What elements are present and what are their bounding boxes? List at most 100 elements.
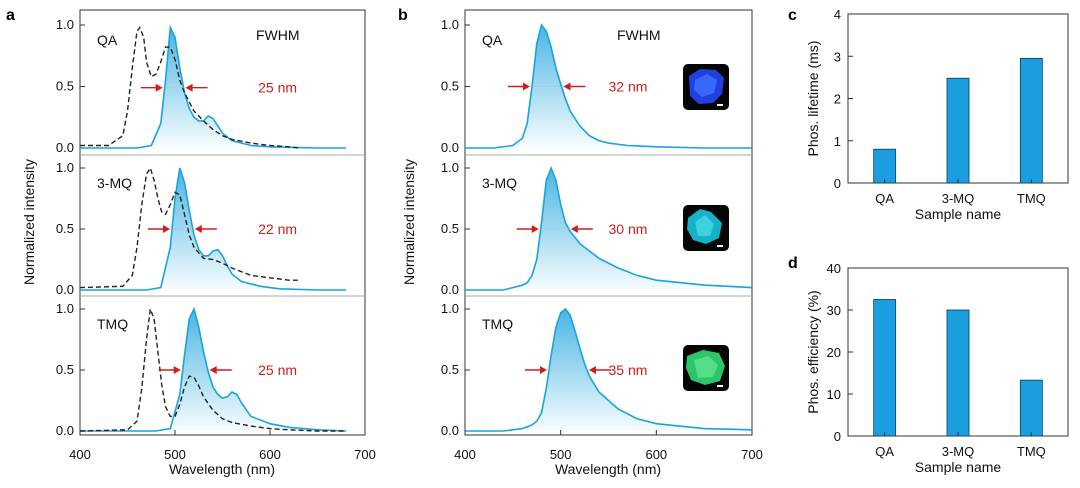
fwhm-right-arrowhead — [209, 366, 217, 374]
bar-qa — [873, 148, 897, 184]
pl-line — [465, 165, 753, 291]
y-tick-label: 1.0 — [441, 301, 459, 316]
qa-crystal-photo — [683, 64, 729, 110]
x-tick-label: 500 — [550, 447, 572, 462]
x-tick-label-3-mq: 3-MQ — [942, 444, 975, 459]
excitation-line — [79, 166, 299, 289]
y-tick-label: 1.0 — [56, 160, 74, 175]
panel-label-c: c — [788, 7, 797, 24]
y-tick-label: 1.0 — [441, 160, 459, 175]
panel-d-bar-chart: 0 10 20 30 40 QA 3-MQ TMQ Sample name Phos. effic… — [805, 261, 1069, 475]
y-tick-label: 0.0 — [56, 282, 74, 297]
y-tick-label: 3 — [834, 49, 841, 64]
bar-tmq — [1019, 379, 1043, 437]
excitation-line — [80, 26, 299, 149]
x-tick-label-tmq: TMQ — [1017, 191, 1046, 206]
3mq-crystal-photo — [683, 205, 729, 251]
y-tick-label: 30 — [827, 303, 841, 318]
x-tick-label: 700 — [741, 447, 763, 462]
y-tick-label: 1.0 — [441, 17, 459, 32]
x-tick-label: 400 — [69, 447, 91, 462]
y-tick-label: 1 — [834, 134, 841, 149]
pl-fill — [80, 309, 346, 431]
fwhm-value-3-mq: 30 nm — [609, 221, 648, 237]
panel-b-xlabel: Wavelength (nm) — [555, 461, 661, 477]
panel-a-fwhm-header: FWHM — [256, 27, 300, 43]
bar-xlabel: Sample name — [915, 459, 1002, 475]
y-tick-label: 4 — [834, 7, 841, 22]
fwhm-right-arrowhead — [194, 225, 202, 233]
y-tick-label: 0.5 — [56, 79, 74, 94]
panel-label-a: a — [6, 7, 15, 24]
sample-label-3-mq: 3-MQ — [482, 175, 517, 191]
y-tick-label: 0.5 — [56, 221, 74, 236]
fwhm-value-tmq: 25 nm — [258, 362, 297, 378]
y-tick-label: 20 — [827, 345, 841, 360]
y-tick-label: 0.0 — [441, 423, 459, 438]
bar-qa — [873, 299, 897, 437]
y-tick-label: 0.5 — [441, 79, 459, 94]
x-tick-label-tmq: TMQ — [1017, 444, 1046, 459]
x-tick-label: 700 — [354, 447, 376, 462]
sample-label-tmq: TMQ — [482, 316, 513, 332]
sample-label-qa: QA — [97, 32, 118, 48]
x-tick-label-3-mq: 3-MQ — [942, 191, 975, 206]
pl-line — [80, 167, 346, 291]
panel-b-fwhm-header: FWHM — [617, 27, 661, 43]
y-tick-label: 0.0 — [441, 140, 459, 155]
panel-a-frame — [79, 9, 366, 436]
excitation-line — [79, 308, 346, 432]
fwhm-left-arrowhead — [173, 366, 181, 374]
fwhm-left-arrowhead — [163, 225, 171, 233]
y-tick-label: 2 — [834, 92, 841, 107]
y-tick-label: 0.0 — [56, 423, 74, 438]
panel-label-b: b — [398, 7, 408, 24]
panel-b-frame — [464, 9, 753, 436]
x-tick-label: 600 — [645, 447, 667, 462]
x-tick-label: 600 — [259, 447, 281, 462]
fwhm-right-arrowhead — [185, 83, 193, 92]
pl-fill — [465, 25, 752, 148]
fwhm-value-qa: 25 nm — [258, 80, 297, 96]
bar-3-mq — [946, 309, 970, 437]
pl-line — [80, 306, 347, 432]
y-tick-label: 0.5 — [441, 221, 459, 236]
y-tick-label: 0.5 — [56, 362, 74, 377]
tmq-crystal-photo — [683, 345, 729, 391]
y-tick-label: 0.5 — [441, 362, 459, 377]
y-tick-label: 0 — [834, 429, 841, 444]
bar-3-mq — [946, 77, 970, 184]
fwhm-value-3-mq: 22 nm — [258, 221, 297, 237]
pl-line — [465, 307, 753, 432]
x-tick-label: 400 — [454, 447, 476, 462]
y-tick-label: 1.0 — [56, 17, 74, 32]
sample-label-tmq: TMQ — [97, 316, 128, 332]
bar-tmq — [1019, 57, 1043, 184]
y-tick-label: 0 — [834, 176, 841, 191]
panel-c-bar-chart: 0 1 2 3 4 QA 3-MQ TMQ Sample name Phos. lifetime … — [805, 7, 1069, 222]
y-tick-label: 0.0 — [441, 282, 459, 297]
pl-fill — [80, 168, 346, 290]
panel-a-spectra: 0.0 0.5 1.0 QA 25 nm 0.0 0.5 1.0 3-MQ 22 nm 0.0 0.5… — [56, 17, 376, 462]
x-tick-label-qa: QA — [875, 191, 894, 206]
panel-a-ylabel: Normalized intensity — [21, 159, 37, 285]
x-tick-label-qa: QA — [875, 444, 894, 459]
fwhm-left-arrowhead — [531, 225, 539, 233]
pl-line — [465, 23, 752, 149]
y-tick-label: 0.0 — [56, 140, 74, 155]
pl-fill — [80, 27, 346, 148]
x-tick-label: 500 — [164, 447, 186, 462]
panel-b-spectra: 0.0 0.5 1.0 QA 32 nm 0.0 0.5 1.0 3-MQ 30 nm 0.0 0.5… — [441, 17, 763, 462]
fwhm-value-tmq: 35 nm — [609, 362, 648, 378]
fwhm-right-arrowhead — [570, 225, 578, 233]
fwhm-left-arrowhead — [539, 366, 547, 374]
panel-label-d: d — [788, 255, 798, 272]
panel-a-xlabel: Wavelength (nm) — [169, 461, 275, 477]
pl-fill — [465, 168, 752, 290]
pl-line — [80, 24, 346, 149]
panel-b-ylabel: Normalized intensity — [401, 159, 417, 285]
sample-label-qa: QA — [482, 32, 503, 48]
y-tick-label: 10 — [827, 387, 841, 402]
fwhm-left-arrowhead — [155, 83, 163, 92]
